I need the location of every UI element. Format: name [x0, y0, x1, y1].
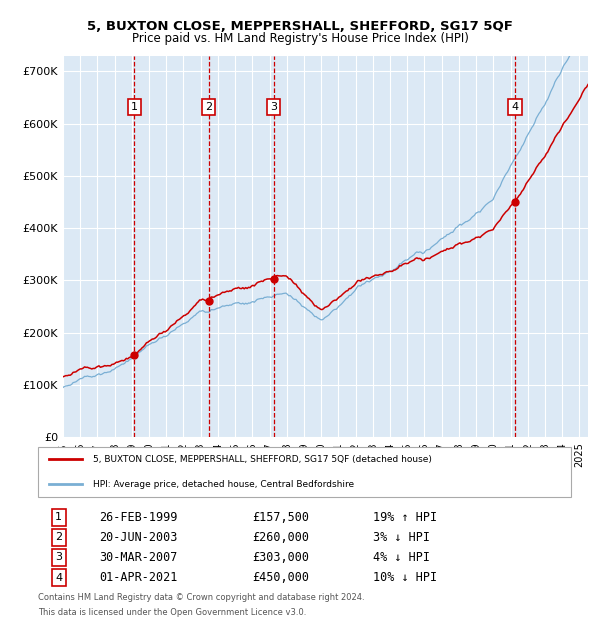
Text: 1: 1 [55, 512, 62, 522]
Text: 26-FEB-1999: 26-FEB-1999 [99, 511, 177, 524]
Text: 3: 3 [271, 102, 277, 112]
Text: HPI: Average price, detached house, Central Bedfordshire: HPI: Average price, detached house, Cent… [94, 480, 355, 489]
Text: £157,500: £157,500 [253, 511, 310, 524]
Text: 20-JUN-2003: 20-JUN-2003 [99, 531, 177, 544]
Text: £450,000: £450,000 [253, 571, 310, 584]
Text: 19% ↑ HPI: 19% ↑ HPI [373, 511, 437, 524]
Text: 30-MAR-2007: 30-MAR-2007 [99, 551, 177, 564]
Text: 3% ↓ HPI: 3% ↓ HPI [373, 531, 430, 544]
FancyBboxPatch shape [38, 447, 571, 497]
Text: 1: 1 [131, 102, 138, 112]
Text: This data is licensed under the Open Government Licence v3.0.: This data is licensed under the Open Gov… [38, 608, 307, 618]
Text: £303,000: £303,000 [253, 551, 310, 564]
Text: 5, BUXTON CLOSE, MEPPERSHALL, SHEFFORD, SG17 5QF (detached house): 5, BUXTON CLOSE, MEPPERSHALL, SHEFFORD, … [94, 455, 432, 464]
Text: 4: 4 [55, 572, 62, 583]
Text: 3: 3 [55, 552, 62, 562]
Text: 10% ↓ HPI: 10% ↓ HPI [373, 571, 437, 584]
Text: 2: 2 [55, 533, 62, 542]
Text: 5, BUXTON CLOSE, MEPPERSHALL, SHEFFORD, SG17 5QF: 5, BUXTON CLOSE, MEPPERSHALL, SHEFFORD, … [87, 20, 513, 33]
Text: £260,000: £260,000 [253, 531, 310, 544]
Text: 4: 4 [511, 102, 518, 112]
Text: 4% ↓ HPI: 4% ↓ HPI [373, 551, 430, 564]
Text: 01-APR-2021: 01-APR-2021 [99, 571, 177, 584]
Text: Price paid vs. HM Land Registry's House Price Index (HPI): Price paid vs. HM Land Registry's House … [131, 32, 469, 45]
Text: 2: 2 [205, 102, 212, 112]
Text: Contains HM Land Registry data © Crown copyright and database right 2024.: Contains HM Land Registry data © Crown c… [38, 593, 365, 602]
